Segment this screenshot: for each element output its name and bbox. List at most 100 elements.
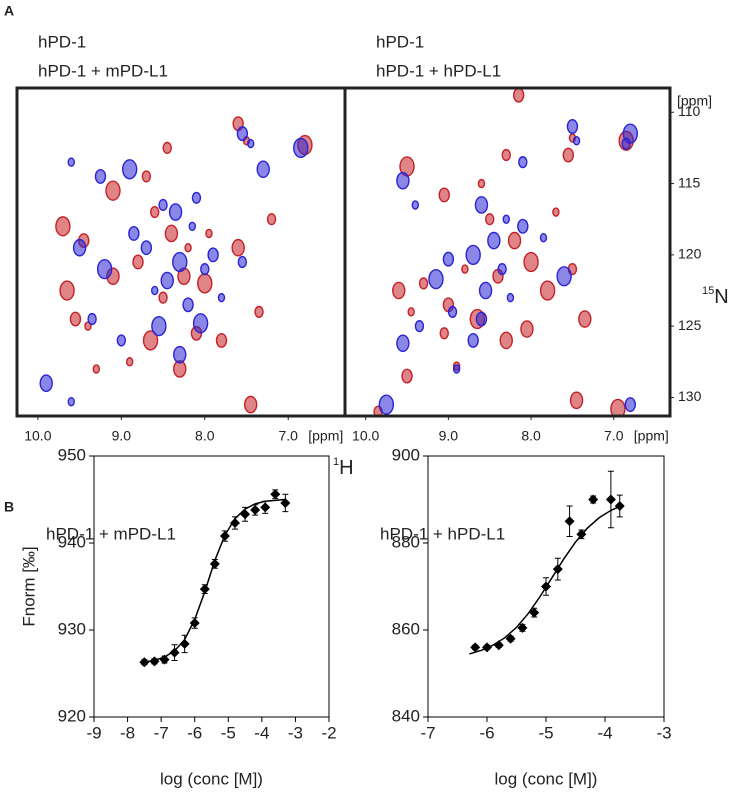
peak xyxy=(418,277,429,290)
peak xyxy=(520,320,534,338)
peak xyxy=(396,171,410,190)
peak xyxy=(158,198,168,212)
peak xyxy=(518,156,528,169)
peak xyxy=(254,305,264,318)
data-point xyxy=(529,607,540,618)
y-axis-label: 15N xyxy=(702,285,729,308)
peak xyxy=(246,138,255,149)
y-tick-label: 860 xyxy=(392,619,420,638)
peak xyxy=(162,141,172,154)
peak xyxy=(217,292,226,303)
peak xyxy=(200,263,210,276)
peak xyxy=(132,254,144,270)
peak xyxy=(197,273,213,294)
peak xyxy=(164,224,179,243)
peak xyxy=(621,137,631,150)
peak xyxy=(160,271,174,290)
data-point xyxy=(139,657,150,668)
x-tick-label: -2 xyxy=(321,723,336,742)
peak xyxy=(69,311,82,327)
y-tick-label: 120 xyxy=(678,246,702,262)
y-tick-label: 930 xyxy=(58,619,86,638)
y-axis-label: Fnorm [‰] xyxy=(19,546,38,626)
y-tick-label: 900 xyxy=(392,445,420,464)
spectrum xyxy=(39,116,313,414)
peak xyxy=(438,187,450,203)
x-tick-label: -4 xyxy=(254,723,269,742)
x-tick-label: -6 xyxy=(187,723,202,742)
peak xyxy=(293,137,309,159)
peak xyxy=(237,255,248,269)
data-point xyxy=(588,494,599,505)
data-point xyxy=(517,622,528,633)
peak xyxy=(475,311,488,327)
peak xyxy=(128,226,140,241)
chart-title: hPD-1 + mPD-L1 xyxy=(46,524,176,543)
peak xyxy=(207,247,219,263)
peak xyxy=(192,313,209,334)
plot-frame xyxy=(93,455,330,718)
peak xyxy=(414,320,425,333)
x-tick-label: 8.0 xyxy=(195,428,215,444)
peak xyxy=(411,200,419,210)
peak xyxy=(231,238,245,257)
peak xyxy=(140,240,153,256)
peak xyxy=(39,374,53,393)
y-tick-label: 110 xyxy=(678,103,701,119)
data-point xyxy=(169,647,180,658)
peak xyxy=(191,191,202,204)
peak xyxy=(67,157,75,167)
peak xyxy=(566,119,579,134)
peak xyxy=(236,126,249,142)
y-tick-label: 130 xyxy=(678,388,702,404)
peak xyxy=(151,316,167,337)
peak xyxy=(67,396,75,407)
peak xyxy=(151,285,159,296)
peak xyxy=(485,213,495,226)
data-point xyxy=(564,516,575,527)
panel-label: A xyxy=(4,3,14,19)
peak xyxy=(499,331,513,350)
fit-curve xyxy=(144,498,286,663)
y-label-nucleus: N xyxy=(714,286,728,308)
x-axis-label: log (conc [M]) xyxy=(160,769,263,788)
x-tick-label: -6 xyxy=(479,723,494,742)
peak xyxy=(125,357,134,367)
peak xyxy=(569,391,584,410)
peak xyxy=(539,280,556,301)
peak xyxy=(474,196,489,214)
data-point xyxy=(605,494,616,505)
y-tick-label: 950 xyxy=(58,445,86,464)
panel-label: B xyxy=(4,499,14,515)
peak xyxy=(256,160,270,179)
x-axis-label: log (conc [M]) xyxy=(495,769,598,788)
peak xyxy=(96,258,113,280)
panel-frame xyxy=(343,86,672,418)
legend-entry: hPD-1 xyxy=(376,32,424,51)
peak xyxy=(59,280,75,301)
x-tick-label: -9 xyxy=(86,723,101,742)
peak xyxy=(173,345,187,364)
peak xyxy=(205,228,213,239)
peak xyxy=(378,394,395,415)
peak xyxy=(428,268,444,290)
data-point xyxy=(270,489,281,500)
peak xyxy=(266,213,277,226)
y-label-isotope: 15 xyxy=(702,285,714,297)
data-point xyxy=(280,497,291,508)
x-tick-label: -3 xyxy=(656,723,671,742)
peak xyxy=(158,291,168,304)
peak xyxy=(168,203,183,221)
peak xyxy=(442,251,455,267)
peak xyxy=(452,364,461,374)
peak xyxy=(624,397,637,413)
peak xyxy=(105,180,121,201)
legend-entry: hPD-1 + mPD-L1 xyxy=(38,61,168,80)
fit-curve xyxy=(469,504,624,655)
peak xyxy=(116,334,127,347)
peak xyxy=(182,297,194,313)
data-point xyxy=(199,584,210,595)
peak xyxy=(552,207,560,217)
peak xyxy=(396,334,410,353)
